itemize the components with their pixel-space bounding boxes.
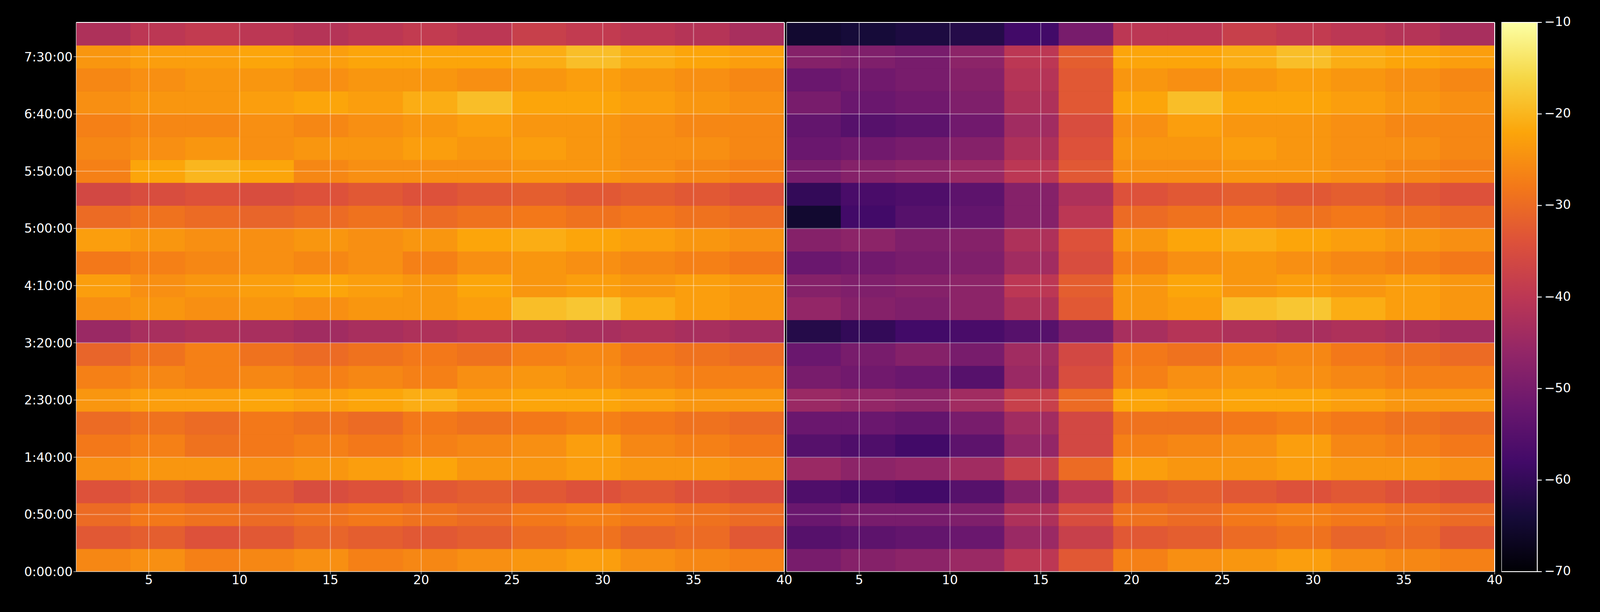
svg-text:10: 10	[942, 572, 959, 588]
svg-text:0:50:00: 0:50:00	[24, 506, 73, 522]
svg-text:5:50:00: 5:50:00	[24, 164, 73, 179]
svg-text:5: 5	[144, 572, 153, 588]
svg-text:−10: −10	[1544, 14, 1571, 30]
svg-text:15: 15	[1032, 572, 1049, 588]
svg-text:0:00:00: 0:00:00	[24, 564, 73, 580]
svg-text:5:00:00: 5:00:00	[24, 220, 73, 236]
svg-text:7:30:00: 7:30:00	[24, 49, 73, 65]
svg-text:25: 25	[503, 572, 520, 588]
svg-text:1:40:00: 1:40:00	[24, 449, 73, 465]
svg-text:35: 35	[1396, 572, 1413, 588]
svg-text:6:40:00: 6:40:00	[24, 106, 73, 122]
svg-text:−70: −70	[1544, 563, 1571, 579]
svg-text:3:20:00: 3:20:00	[24, 335, 73, 351]
svg-text:15: 15	[322, 572, 339, 588]
svg-text:−60: −60	[1544, 471, 1571, 487]
svg-text:30: 30	[594, 572, 611, 588]
svg-text:4:10:00: 4:10:00	[24, 278, 73, 294]
svg-text:25: 25	[1214, 572, 1231, 588]
svg-text:−30: −30	[1544, 197, 1571, 212]
svg-text:−20: −20	[1544, 105, 1571, 121]
svg-text:10: 10	[231, 572, 248, 588]
svg-text:35: 35	[685, 572, 702, 588]
svg-text:−40: −40	[1544, 289, 1571, 304]
svg-text:−50: −50	[1544, 380, 1571, 396]
svg-text:40: 40	[776, 572, 793, 588]
svg-text:20: 20	[1123, 572, 1140, 588]
svg-text:20: 20	[413, 572, 430, 588]
svg-text:30: 30	[1305, 572, 1322, 588]
svg-text:2:30:00: 2:30:00	[24, 392, 73, 408]
svg-text:40: 40	[1486, 572, 1503, 588]
svg-text:5: 5	[855, 572, 864, 588]
